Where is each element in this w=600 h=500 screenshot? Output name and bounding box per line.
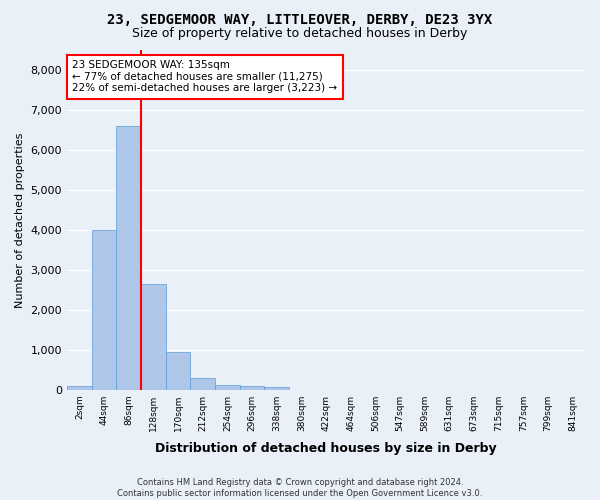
Bar (190, 378, 215, 390)
Text: 23 SEDGEMOOR WAY: 135sqm
← 77% of detached houses are smaller (11,275)
22% of se: 23 SEDGEMOOR WAY: 135sqm ← 77% of detach… (72, 60, 337, 94)
Y-axis label: Number of detached properties: Number of detached properties (15, 132, 25, 308)
Bar (141, 284, 166, 390)
Text: Size of property relative to detached houses in Derby: Size of property relative to detached ho… (133, 28, 467, 40)
Bar (92, 230, 116, 390)
Bar (239, 386, 265, 390)
Bar (215, 386, 239, 390)
Text: 23, SEDGEMOOR WAY, LITTLEOVER, DERBY, DE23 3YX: 23, SEDGEMOOR WAY, LITTLEOVER, DERBY, DE… (107, 12, 493, 26)
X-axis label: Distribution of detached houses by size in Derby: Distribution of detached houses by size … (155, 442, 497, 455)
Text: Contains HM Land Registry data © Crown copyright and database right 2024.
Contai: Contains HM Land Registry data © Crown c… (118, 478, 482, 498)
Bar (265, 387, 289, 390)
Bar (166, 352, 190, 390)
Bar (67, 386, 92, 390)
Bar (116, 126, 141, 390)
